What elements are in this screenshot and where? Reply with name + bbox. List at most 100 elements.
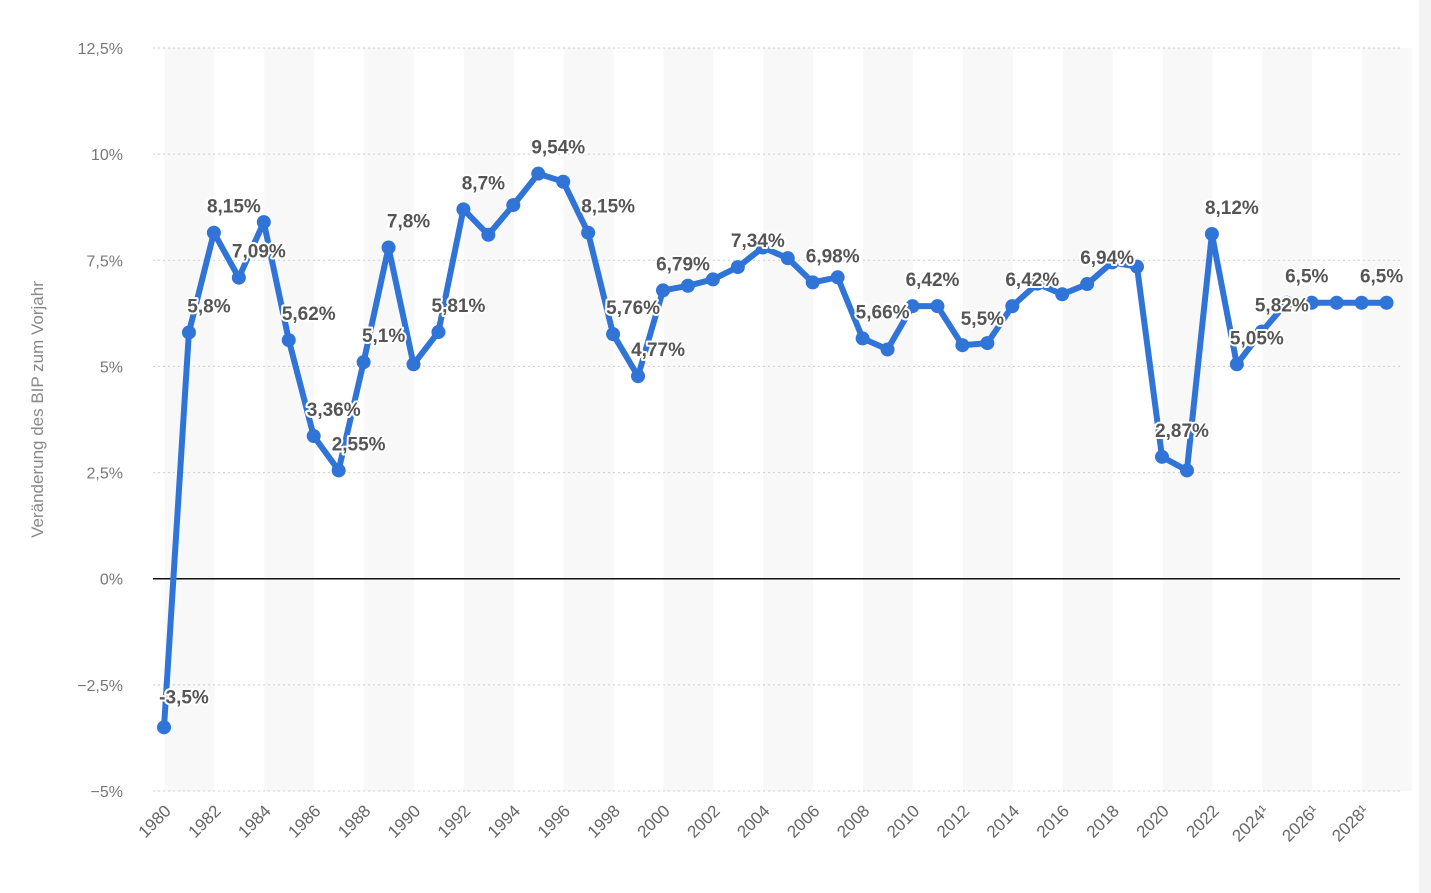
data-point bbox=[256, 215, 271, 230]
x-tick-label: 2004 bbox=[733, 801, 773, 841]
data-label: 6,5% bbox=[1360, 267, 1403, 288]
data-point bbox=[356, 355, 371, 370]
data-label: 6,5% bbox=[1285, 267, 1328, 288]
data-label: 3,36% bbox=[307, 400, 361, 421]
data-label: 6,98% bbox=[806, 246, 860, 267]
background-band bbox=[463, 48, 514, 791]
x-tick-label: 2020 bbox=[1133, 801, 1173, 841]
x-tick-label: 2018 bbox=[1083, 801, 1123, 841]
data-label: 8,15% bbox=[207, 197, 261, 218]
background-band bbox=[364, 48, 415, 791]
data-label: 4,77% bbox=[631, 340, 685, 361]
x-tick-label: 1996 bbox=[534, 801, 574, 841]
background-band bbox=[164, 48, 215, 791]
data-point bbox=[1254, 324, 1269, 339]
data-point bbox=[1329, 295, 1344, 310]
data-point bbox=[1055, 287, 1070, 302]
x-axis-ticks: 1980 1982 1984 1986 1988 1990 1992 1994 1996 1998… bbox=[135, 801, 1373, 845]
data-point bbox=[1080, 277, 1095, 292]
data-label: 2,87% bbox=[1155, 421, 1209, 442]
x-tick-label: 2026¹ bbox=[1278, 801, 1322, 845]
data-point bbox=[1130, 259, 1145, 274]
data-point bbox=[1354, 295, 1369, 310]
x-tick-label: 1980 bbox=[135, 801, 175, 841]
data-point bbox=[281, 333, 296, 348]
data-point bbox=[181, 325, 196, 340]
y-tick-label: 2,5% bbox=[87, 466, 123, 483]
background-band bbox=[1062, 48, 1113, 791]
data-label: 5,76% bbox=[606, 298, 660, 319]
data-point bbox=[930, 299, 945, 314]
x-tick-label: 1998 bbox=[584, 801, 624, 841]
x-tick-label: 2022 bbox=[1183, 801, 1223, 841]
data-label: 5,5% bbox=[961, 309, 1004, 330]
x-tick-label: 2010 bbox=[883, 801, 923, 841]
data-point bbox=[406, 357, 421, 372]
data-point bbox=[206, 225, 221, 240]
data-point bbox=[1005, 299, 1020, 314]
y-tick-label: 7,5% bbox=[87, 253, 123, 270]
data-point bbox=[805, 275, 820, 290]
x-tick-label: 2006 bbox=[783, 801, 823, 841]
data-label: 7,34% bbox=[731, 231, 785, 252]
data-point bbox=[980, 336, 995, 351]
data-point bbox=[331, 463, 346, 478]
y-tick-label: 0% bbox=[100, 572, 123, 589]
data-labels: -3,5% 5,8% 8,15% 7,09% 5,62% 3,36% 2,55% 5,1% 7,… bbox=[157, 136, 1405, 711]
x-tick-label: 2000 bbox=[634, 801, 674, 841]
data-label: 5,81% bbox=[432, 296, 486, 317]
data-label: 5,8% bbox=[187, 296, 230, 317]
alternating-bands bbox=[164, 48, 1413, 791]
data-point bbox=[730, 260, 745, 275]
data-point bbox=[631, 369, 646, 384]
x-tick-label: 2016 bbox=[1033, 801, 1073, 841]
data-point bbox=[556, 174, 571, 189]
background-band bbox=[962, 48, 1013, 791]
data-label: 6,94% bbox=[1080, 248, 1134, 269]
data-label: 7,8% bbox=[387, 212, 430, 233]
data-point bbox=[855, 331, 870, 346]
data-point bbox=[581, 225, 596, 240]
data-point bbox=[1229, 357, 1244, 372]
data-label: 7,09% bbox=[232, 242, 286, 263]
x-tick-label: 1990 bbox=[384, 801, 424, 841]
data-point bbox=[306, 429, 321, 444]
y-tick-label: 12,5% bbox=[78, 41, 123, 58]
y-axis-ticks: −5% −2,5% 0% 2,5% 5% 7,5% 10% 12,5% bbox=[77, 41, 123, 801]
data-label: 8,7% bbox=[462, 173, 505, 194]
background-band bbox=[663, 48, 714, 791]
y-tick-label: −5% bbox=[91, 784, 123, 801]
background-band bbox=[1262, 48, 1313, 791]
x-tick-label: 2012 bbox=[933, 801, 973, 841]
data-point bbox=[1179, 463, 1194, 478]
data-label: 9,54% bbox=[531, 138, 585, 159]
data-label: 6,79% bbox=[656, 254, 710, 275]
data-point bbox=[905, 299, 920, 314]
data-point bbox=[1105, 255, 1120, 270]
background-band bbox=[1362, 48, 1413, 791]
y-axis-label: Veränderung des BIP zum Vorjahr bbox=[28, 281, 47, 538]
x-tick-label: 2008 bbox=[833, 801, 873, 841]
scrollbar[interactable] bbox=[1419, 0, 1431, 893]
background-band bbox=[264, 48, 315, 791]
data-point bbox=[780, 251, 795, 266]
x-tick-label: 1984 bbox=[234, 801, 274, 841]
data-point bbox=[157, 720, 171, 735]
data-point bbox=[1155, 449, 1169, 464]
data-point bbox=[705, 272, 720, 287]
data-label: 5,66% bbox=[856, 302, 910, 323]
data-point bbox=[656, 283, 670, 298]
data-point bbox=[456, 202, 471, 217]
data-label: 5,1% bbox=[362, 326, 405, 347]
data-label: 5,05% bbox=[1230, 328, 1284, 349]
gridlines bbox=[153, 47, 1400, 792]
data-point bbox=[1030, 276, 1045, 291]
data-point bbox=[531, 166, 546, 181]
data-label: 5,62% bbox=[282, 304, 336, 325]
x-tick-label: 1992 bbox=[434, 801, 474, 841]
data-label: 8,12% bbox=[1205, 198, 1259, 219]
x-tick-label: 2014 bbox=[983, 801, 1023, 841]
x-tick-label: 1982 bbox=[185, 801, 225, 841]
